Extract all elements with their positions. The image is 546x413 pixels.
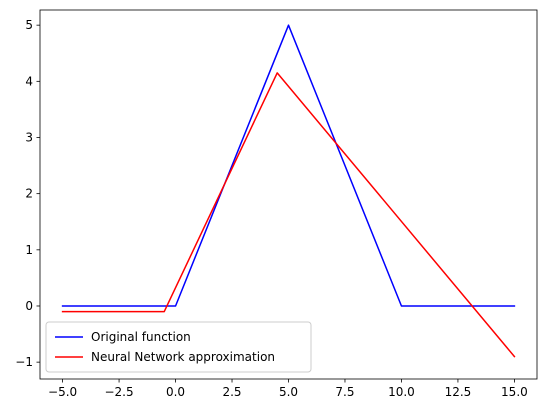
x-tick-label: 0.0 [166,385,185,399]
legend-box [45,321,312,373]
x-tick-label: −5.0 [48,385,77,399]
axes-frame [39,9,538,380]
series-layer [61,24,516,358]
x-tick-label: 2.5 [222,385,241,399]
y-tick-label: 0 [25,299,33,313]
x-tick-label: 15.0 [501,385,528,399]
x-tick-label: 12.5 [445,385,472,399]
x-tick-label: 5.0 [279,385,298,399]
y-tick-label: 4 [25,74,33,88]
y-axis: −1 0 1 2 3 4 5 [15,18,40,369]
x-tick-label: 7.5 [335,385,354,399]
y-tick-label: −1 [15,355,33,369]
y-tick-label: 1 [25,243,33,257]
legend-label: Neural Network approximation [91,350,275,364]
legend-label: Original function [91,330,191,344]
series-line-neural-network-approximation [61,72,516,358]
legend: Original function Neural Network approxim… [45,321,312,373]
y-tick-label: 3 [25,130,33,144]
x-axis: −5.0 −2.5 0.0 2.5 5.0 7.5 10.0 12.5 15.0 [48,379,528,399]
series-line-original-function [61,24,516,307]
axes-background [40,10,537,379]
y-tick-label: 5 [25,18,33,32]
x-tick-label: 10.0 [388,385,415,399]
y-tick-label: 2 [25,187,33,201]
plot-area [40,10,537,379]
x-tick-label: −2.5 [104,385,133,399]
